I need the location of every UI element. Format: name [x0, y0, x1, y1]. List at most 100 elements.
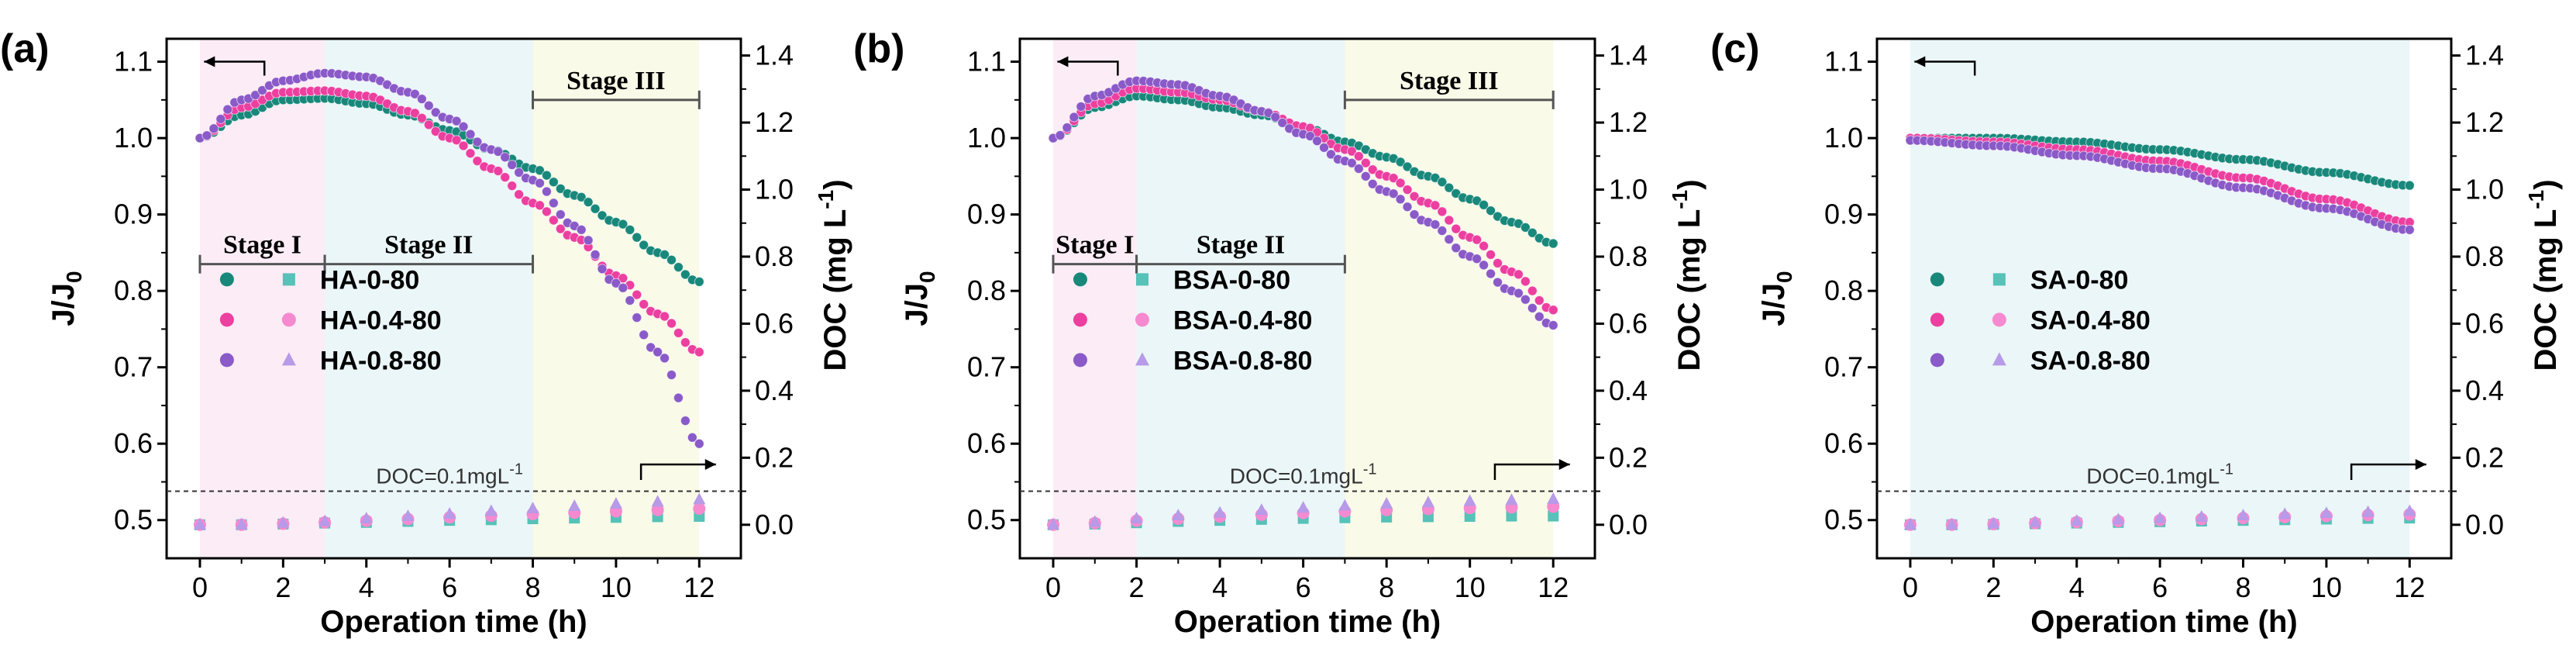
doc-point [2319, 506, 2333, 519]
flux-point [541, 170, 552, 181]
doc-point [1421, 495, 1434, 508]
flux-point [493, 165, 504, 176]
x-tick-label: 0 [192, 571, 208, 603]
flux-point [666, 254, 677, 265]
flux-point [680, 337, 690, 348]
legend-label: BSA-0-80 [1173, 265, 1290, 295]
flux-point [1395, 194, 1406, 205]
y-right-tick-label: 1.0 [1609, 174, 1648, 205]
x-tick-label: 8 [525, 571, 541, 603]
x-axis-label: Operation time (h) [1174, 605, 1441, 639]
flux-point [534, 200, 545, 211]
doc-point [1255, 503, 1268, 516]
flux-point [659, 249, 670, 260]
x-tick-label: 12 [1538, 571, 1569, 603]
y-left-tick-label: 0.6 [1824, 427, 1863, 459]
x-tick-label: 10 [1455, 571, 1486, 603]
flux-point [1062, 123, 1073, 133]
plot-frame [1018, 37, 1596, 560]
left-axis-arrow [1914, 60, 1976, 76]
legend-label: SA-0.8-80 [2030, 346, 2151, 375]
flux-point [458, 140, 469, 151]
flux-point [465, 148, 476, 159]
doc-point [2070, 514, 2083, 526]
flux-point [493, 147, 504, 157]
flux-point [639, 330, 649, 340]
flux-point [646, 342, 656, 353]
y-right-tick-label: 0.2 [1609, 441, 1648, 473]
y-left-axis-label: J/J0 [900, 271, 939, 326]
left-axis-arrowhead [1057, 56, 1069, 67]
y-right-tick-label: 0.6 [2465, 307, 2504, 339]
y-right-tick-label: 0.0 [755, 509, 794, 540]
legend-doc-marker [1135, 352, 1149, 366]
doc-point [193, 517, 206, 530]
doc-threshold-label: DOC=0.1mgL-1 [376, 461, 523, 488]
y-left-tick-label: 0.8 [1824, 274, 1863, 306]
doc-point [1903, 517, 1917, 530]
y-left-tick-label: 0.8 [114, 274, 153, 306]
doc-point [277, 516, 290, 528]
doc-point [235, 517, 248, 530]
legend-doc-marker [282, 273, 295, 286]
y-left-tick-label: 1.0 [1824, 122, 1863, 154]
x-tick-label: 10 [601, 571, 632, 603]
flux-point [500, 172, 511, 183]
doc-point [526, 502, 539, 514]
y-right-label-sup: -1 [2524, 190, 2548, 209]
flux-point [1395, 157, 1406, 167]
stage-shading [532, 39, 700, 558]
flux-point [1493, 257, 1503, 268]
doc-point [1505, 493, 1518, 506]
flux-point [618, 219, 629, 230]
y-right-tick-label: 1.0 [755, 174, 794, 205]
legend-label: BSA-0.8-80 [1173, 346, 1313, 375]
legend-flux-marker [1930, 312, 1944, 327]
flux-point [1548, 238, 1558, 249]
x-tick-label: 2 [1129, 571, 1145, 603]
doc-point [443, 506, 456, 519]
y-right-tick-label: 0.8 [1609, 240, 1648, 272]
y-left-label-main: J/J [1757, 283, 1791, 326]
flux-point [215, 113, 226, 124]
y-right-tick-label: 0.8 [755, 240, 794, 272]
stage-label: Stage III [567, 67, 666, 95]
flux-point [1360, 171, 1371, 181]
y-left-label-sub: 0 [62, 271, 86, 283]
left-axis-arrowhead [1914, 56, 1926, 67]
flux-point [1353, 150, 1364, 161]
flux-point [1069, 112, 1080, 123]
flux-point [1479, 240, 1489, 251]
flux-point [534, 165, 545, 176]
flux-point [1486, 205, 1496, 216]
x-axis-label: Operation time (h) [320, 605, 587, 639]
chart-panel-0: 0 2 4 6 8 10 12 0.5 0.6 0.7 0.8 0.9 1.0 1.1 0.0 0.2 0.4 0… [0, 26, 852, 639]
doc-point [693, 492, 706, 505]
flux-point [659, 311, 670, 322]
flux-point [1493, 277, 1503, 288]
x-tick-label: 12 [684, 571, 715, 603]
y-right-axis-label: DOC (mg L-1) [2524, 179, 2563, 371]
flux-point [472, 136, 483, 147]
y-right-label-close: ) [818, 179, 852, 189]
y-left-label-sub: 0 [915, 271, 939, 283]
right-axis-arrow [1493, 463, 1570, 480]
doc-point [1547, 492, 1560, 504]
x-tick-label: 0 [1045, 571, 1061, 603]
y-left-axis-label: J/J0 [1757, 271, 1796, 326]
flux-point [666, 318, 677, 329]
flux-point [409, 108, 420, 119]
flux-point [1486, 249, 1496, 260]
flux-point [548, 198, 559, 209]
y-left-tick-label: 0.5 [967, 504, 1006, 536]
legend-flux-marker [219, 353, 234, 368]
legend-label: HA-0.8-80 [320, 346, 442, 375]
y-right-label-close: ) [2529, 179, 2563, 189]
flux-point [534, 178, 545, 188]
y-right-tick-label: 0.2 [2465, 441, 2504, 473]
flux-point [1520, 222, 1531, 233]
doc-point [484, 504, 498, 516]
flux-point [1305, 130, 1316, 141]
flux-point [548, 177, 559, 188]
